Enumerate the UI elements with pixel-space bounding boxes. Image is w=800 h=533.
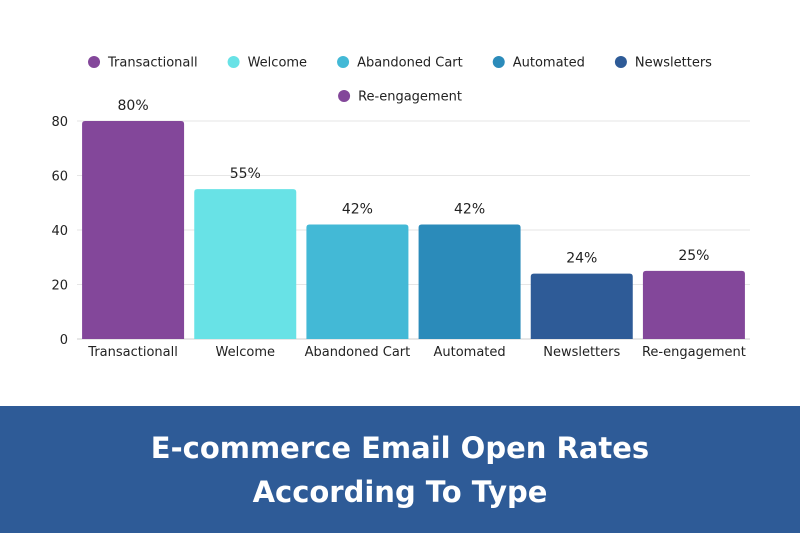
y-tick-label: 20 [51,279,68,294]
x-tick-label-newsletters: Newsletters [543,345,620,360]
data-label-newsletters: 24% [566,251,597,267]
legend-label: Transactionall [107,56,198,71]
legend-marker [614,56,627,68]
bar-chart: 0 20 40 60 80 80% Transactionall 55% Welcome 42% A… [51,56,750,360]
legend-label: Abandoned Cart [357,56,463,71]
legend-marker [88,56,101,68]
bars: 80% Transactionall 55% Welcome 42% Abandoned … [82,98,746,360]
y-axis-gridlines: 0 20 40 60 80 [51,115,750,348]
legend-marker [337,56,350,68]
legend-marker [227,56,240,68]
legend-label: Automated [513,56,585,71]
x-tick-label-abandoned-cart: Abandoned Cart [305,345,411,360]
legend: Transactionall Welcome Abandoned Cart Autom… [88,56,712,105]
bar-abandoned-cart [306,224,409,339]
legend-item-welcome: Welcome [227,56,307,71]
banner-title-line-2: According To Type [252,474,548,509]
legend-item-automated: Automated [492,56,585,71]
bar-welcome [194,189,297,339]
legend-label: Welcome [248,56,307,71]
data-label-welcome: 55% [230,166,261,182]
legend-item-transactionall: Transactionall [88,56,198,71]
x-tick-label-automated: Automated [433,345,505,360]
y-tick-label: 40 [51,224,68,239]
bar-transactionall [82,121,185,339]
bar-automated [418,224,521,339]
legend-label: Newsletters [635,56,712,71]
legend-item-abandoned-cart: Abandoned Cart [337,56,463,71]
bar-re-engagement [642,270,745,339]
x-tick-label-transactionall: Transactionall [87,345,178,360]
x-tick-label-re-engagement: Re-engagement [642,345,746,360]
y-tick-label: 0 [60,333,68,348]
banner-title-line-1: E-commerce Email Open Rates [150,430,650,465]
data-label-abandoned-cart: 42% [342,202,373,218]
legend-item-newsletters: Newsletters [614,56,712,71]
y-tick-label: 60 [51,170,68,185]
data-label-re-engagement: 25% [678,248,709,264]
legend-item-re-engagement: Re-engagement [338,90,462,105]
data-label-automated: 42% [454,202,485,218]
title-banner: E-commerce Email Open Rates According To… [0,406,800,533]
data-label-transactionall: 80% [118,98,149,114]
legend-marker [492,56,505,68]
bar-newsletters [530,273,633,339]
legend-marker [338,90,351,102]
legend-label: Re-engagement [358,90,462,105]
y-tick-label: 80 [51,115,68,130]
x-tick-label-welcome: Welcome [216,345,275,360]
